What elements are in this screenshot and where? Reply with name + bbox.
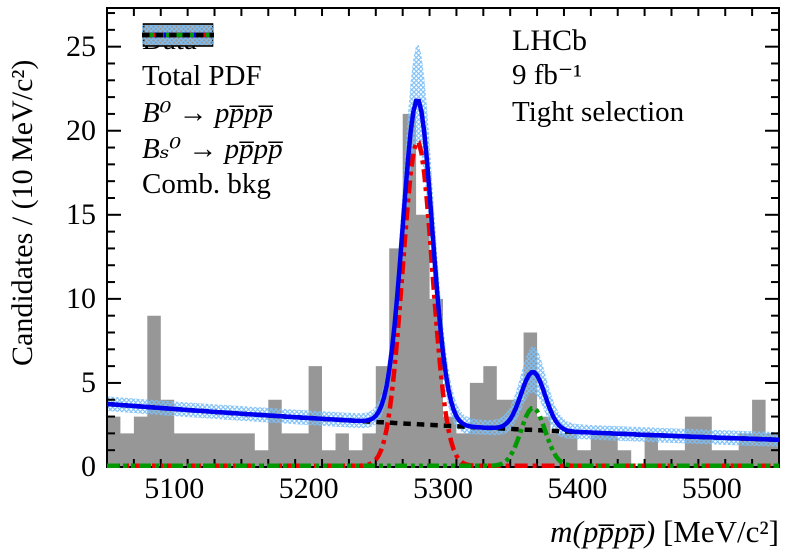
- y-tick-label: 20: [66, 113, 96, 147]
- x-tick-label: 5500: [681, 472, 742, 505]
- experiment-label: LHCb: [512, 24, 587, 57]
- y-axis-title: Candidates / (10 MeV/c²): [6, 59, 39, 366]
- legend-label-comb-bkg: Comb. bkg: [142, 167, 271, 200]
- legend-label-b0-signal: B⁰ → pp̅pp̅: [142, 96, 273, 129]
- y-tick-label: 25: [66, 29, 96, 63]
- legend-item-b0-signal: B⁰ → pp̅pp̅: [142, 32, 283, 130]
- comb-bkg-swatch: [142, 32, 214, 38]
- y-tick-label: 0: [81, 450, 96, 483]
- total-pdf-curve: [106, 98, 780, 443]
- luminosity-label: 9 fb⁻¹: [512, 59, 582, 91]
- legend-item-bs-signal: Bₛ⁰ → pp̅pp̅: [142, 32, 283, 166]
- legend: Data Total PDF B⁰ → pp̅pp̅ Bₛ⁰ → pp̅pp̅: [142, 22, 283, 202]
- x-axis-title-math: m(pp̅pp̅): [550, 514, 656, 549]
- selection-label: Tight selection: [512, 96, 685, 128]
- y-tick-label: 10: [66, 281, 96, 315]
- legend-label-total-pdf: Total PDF: [142, 59, 262, 92]
- x-tick-label: 5400: [547, 472, 608, 505]
- legend-item-total-pdf: Total PDF: [142, 25, 283, 94]
- bs-signal-curve: [107, 405, 779, 469]
- legend-item-comb-bkg: Comb. bkg: [142, 32, 283, 202]
- y-tick-label: 5: [81, 365, 96, 399]
- x-axis-title: m(pp̅pp̅) [MeV/c²]: [550, 514, 779, 550]
- x-tick-label: 5300: [413, 472, 473, 505]
- x-tick-label: 5200: [278, 472, 339, 505]
- legend-label-bs-signal: Bₛ⁰ → pp̅pp̅: [142, 132, 283, 165]
- x-tick-label: 5100: [144, 472, 205, 505]
- annotations: LHCb 9 fb⁻¹ Tight selection: [512, 24, 684, 130]
- x-axis-title-units: [MeV/c²]: [655, 514, 779, 549]
- y-tick-label: 15: [66, 197, 96, 231]
